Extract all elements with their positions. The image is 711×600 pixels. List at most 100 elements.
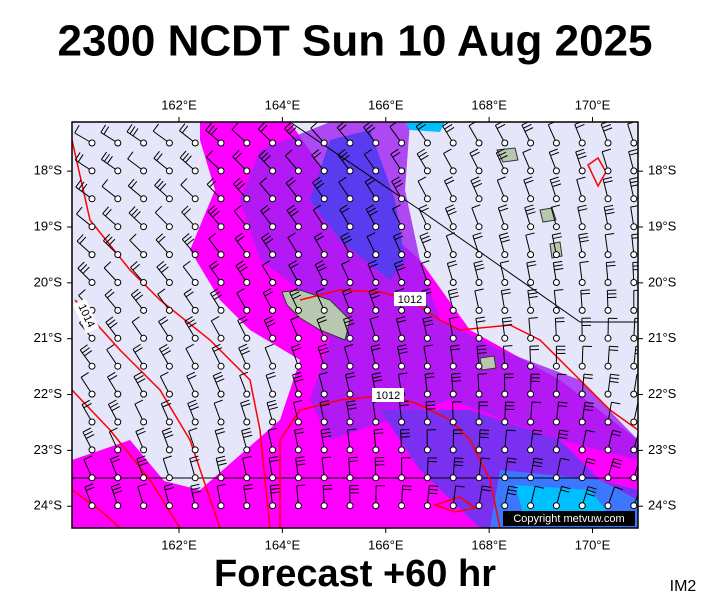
barb-feather	[76, 234, 84, 242]
rain-extreme	[405, 122, 445, 132]
barb-feather	[80, 372, 89, 378]
station	[269, 474, 277, 482]
station	[140, 418, 148, 426]
station	[449, 502, 457, 510]
barb-feather	[526, 260, 536, 264]
station	[346, 139, 354, 147]
barb-feather	[78, 289, 86, 296]
barb-feather	[160, 371, 169, 377]
boundary-line	[289, 122, 638, 323]
barb-feather	[85, 486, 95, 491]
barb-feather	[552, 183, 562, 188]
barb-feather	[371, 294, 381, 299]
barb-feather	[338, 176, 347, 183]
station	[552, 139, 560, 147]
barb-feather	[496, 123, 506, 129]
station	[320, 334, 328, 342]
barb-feather	[610, 373, 620, 376]
lat-tick-label: 19°S	[648, 218, 677, 233]
barb-feather	[340, 232, 349, 238]
barb-feather	[397, 319, 407, 323]
wind-barbs	[74, 122, 638, 510]
barb-feather	[343, 291, 353, 296]
barb-feather	[292, 371, 302, 376]
barb-feather	[108, 399, 117, 405]
station	[475, 334, 483, 342]
lon-tick-label: 166°E	[368, 537, 404, 552]
barb-feather	[523, 176, 533, 181]
barb-feather	[211, 316, 220, 322]
barb-feather	[501, 288, 511, 292]
station	[346, 418, 354, 426]
barb-feather	[498, 204, 507, 209]
station	[423, 279, 431, 286]
station	[346, 167, 354, 175]
barb-feather	[206, 150, 213, 158]
barb-feather	[423, 344, 433, 347]
lat-tick-label: 24°S	[648, 498, 677, 513]
barb-feather	[528, 317, 538, 319]
station	[217, 446, 225, 454]
barb-feather	[531, 401, 542, 404]
barb-feather	[84, 483, 94, 488]
station	[604, 446, 612, 454]
barb-feather	[187, 399, 197, 404]
barb-feather	[135, 294, 144, 301]
station	[372, 251, 380, 259]
barb-feather	[395, 263, 405, 268]
barb-feather	[107, 371, 116, 378]
barb-feather	[158, 263, 167, 271]
barb-feather	[79, 344, 88, 351]
barb-feather	[532, 433, 542, 436]
barb-feather	[106, 155, 113, 164]
barb-feather	[263, 235, 272, 242]
lat-tick-label: 24°S	[34, 498, 63, 513]
station	[398, 446, 406, 454]
barb-feather	[286, 124, 294, 132]
station	[294, 418, 302, 426]
barb-feather	[81, 399, 91, 406]
barb-feather	[270, 487, 280, 490]
station	[346, 474, 354, 482]
lon-tick-label: 166°E	[368, 97, 404, 112]
barb-feather	[269, 456, 279, 459]
barb-feather	[499, 155, 508, 160]
station	[294, 223, 302, 231]
barb-feather	[234, 232, 243, 239]
barb-feather	[476, 320, 486, 323]
station	[114, 502, 122, 510]
barb-feather	[290, 263, 299, 269]
barb-feather	[188, 374, 197, 380]
station	[191, 390, 199, 398]
station	[243, 167, 251, 175]
barb-feather	[553, 260, 563, 264]
barb-feather	[79, 236, 87, 244]
barb-feather	[421, 288, 431, 292]
station	[88, 334, 96, 342]
barb-feather	[603, 127, 613, 132]
barb-feather	[185, 343, 194, 349]
barb-feather	[190, 483, 200, 487]
barb-feather	[137, 458, 147, 463]
barb-feather	[130, 181, 138, 189]
station	[165, 502, 173, 510]
barb-feather	[528, 295, 538, 299]
station	[320, 502, 328, 510]
station	[243, 223, 251, 231]
barb-feather	[137, 483, 147, 488]
barb-feather	[313, 204, 322, 211]
barb-feather	[584, 401, 594, 404]
barb-feather	[160, 319, 169, 325]
barb-feather	[111, 406, 120, 412]
station	[140, 223, 148, 231]
station	[604, 362, 612, 370]
station	[552, 306, 560, 314]
barb-feather	[182, 233, 190, 240]
station	[630, 251, 638, 259]
barb-feather	[344, 344, 354, 348]
station	[243, 279, 251, 286]
copyright-box	[503, 511, 635, 526]
barb-feather	[291, 343, 301, 348]
station	[578, 418, 586, 426]
barb-feather	[154, 178, 161, 186]
